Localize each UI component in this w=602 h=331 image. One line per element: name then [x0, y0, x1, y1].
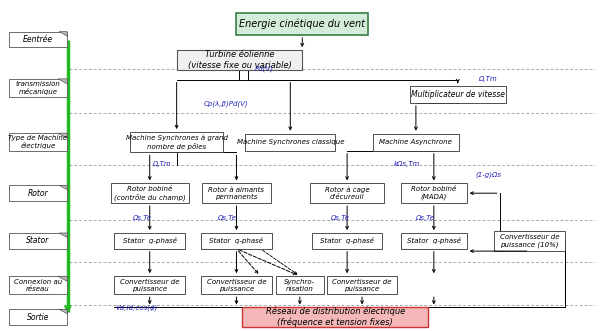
Text: Ωs,Te: Ωs,Te [132, 215, 150, 221]
Bar [246, 134, 335, 151]
Bar [8, 276, 67, 294]
Bar [8, 79, 67, 97]
Text: Cp(λ,β)Pd(V): Cp(λ,β)Pd(V) [203, 100, 248, 107]
Text: Sortie: Sortie [26, 313, 49, 322]
Text: Convertisseur de
puissance: Convertisseur de puissance [332, 279, 392, 292]
Bar [8, 185, 67, 201]
Text: Type de Machine
électrique: Type de Machine électrique [8, 135, 67, 149]
Polygon shape [59, 309, 67, 314]
Bar [243, 307, 428, 327]
Text: Synchro-
nisation: Synchro- nisation [284, 279, 315, 292]
Text: Stator: Stator [26, 236, 49, 245]
Text: Ωs,Te: Ωs,Te [330, 215, 349, 221]
Polygon shape [59, 185, 67, 190]
Polygon shape [58, 276, 67, 281]
Bar [8, 133, 67, 151]
Text: Ω,Tm: Ω,Tm [152, 161, 171, 167]
Bar [327, 276, 397, 294]
Text: transmission
mécanique: transmission mécanique [16, 81, 60, 95]
Text: Vd,Id,cos(φ): Vd,Id,cos(φ) [116, 304, 158, 310]
Text: Eentrée: Eentrée [23, 35, 53, 44]
Text: (1-g)Ωs: (1-g)Ωs [476, 172, 501, 178]
Bar [309, 183, 385, 203]
Polygon shape [59, 32, 67, 36]
Bar [114, 233, 185, 249]
Text: Machine Asynchrone: Machine Asynchrone [379, 139, 452, 145]
Text: Rotor bobiné
(MADA): Rotor bobiné (MADA) [411, 186, 456, 200]
Text: Connexion au
réseau: Connexion au réseau [14, 279, 62, 292]
Text: Turbine éolienne
(vitesse fixe ou variable): Turbine éolienne (vitesse fixe ou variab… [187, 50, 291, 70]
Text: Convertisseur de
puissance (10%): Convertisseur de puissance (10%) [500, 234, 559, 248]
Polygon shape [58, 79, 67, 84]
Text: Rotor: Rotor [28, 189, 48, 198]
Polygon shape [58, 133, 67, 138]
Text: Energie cinétique du vent: Energie cinétique du vent [239, 19, 365, 29]
Text: Ωs,Te: Ωs,Te [415, 215, 434, 221]
Bar [401, 233, 467, 249]
Bar [494, 231, 565, 251]
Text: Pd(V): Pd(V) [255, 66, 273, 72]
Bar [114, 276, 185, 294]
Text: Convertisseur de
puissance: Convertisseur de puissance [120, 279, 179, 292]
Bar [202, 183, 271, 203]
Bar [130, 132, 223, 152]
Text: Stator  q-phasé: Stator q-phasé [209, 237, 264, 244]
Bar [276, 276, 324, 294]
Bar [8, 233, 67, 249]
Bar [373, 134, 459, 151]
Bar [312, 233, 382, 249]
Bar [201, 276, 272, 294]
Bar [401, 183, 467, 203]
Text: Convertisseur de
puissance: Convertisseur de puissance [206, 279, 266, 292]
Text: Multiplicateur de vitesse: Multiplicateur de vitesse [411, 90, 504, 99]
Text: Rotor à cage
d'écureuil: Rotor à cage d'écureuil [325, 186, 370, 200]
Bar [8, 309, 67, 325]
Bar [176, 50, 302, 70]
Text: Stator  q-phasé: Stator q-phasé [407, 237, 461, 244]
Text: Machine Synchrones à grand
nombre de pôles: Machine Synchrones à grand nombre de pôl… [126, 135, 228, 150]
Bar [201, 233, 272, 249]
Bar [237, 13, 368, 35]
Polygon shape [59, 233, 67, 237]
Bar [111, 183, 188, 203]
Text: Réseau de distribution électrique
(fréquence et tension fixes): Réseau de distribution électrique (fréqu… [265, 307, 405, 327]
Text: Rotor à aimants
permanents: Rotor à aimants permanents [208, 187, 264, 200]
Text: Stator  q-phasé: Stator q-phasé [123, 237, 177, 244]
Text: Ωs,Te: Ωs,Te [217, 215, 236, 221]
Text: Ω,Tm: Ω,Tm [479, 76, 497, 82]
Text: Stator  q-phasé: Stator q-phasé [320, 237, 374, 244]
Text: Rotor bobiné
(contrôle du champ): Rotor bobiné (contrôle du champ) [114, 186, 185, 201]
Text: Machine Synchrones classique: Machine Synchrones classique [237, 139, 344, 145]
Bar [8, 32, 67, 47]
Bar [410, 86, 506, 103]
Text: kΩs,Tm: kΩs,Tm [394, 161, 420, 167]
